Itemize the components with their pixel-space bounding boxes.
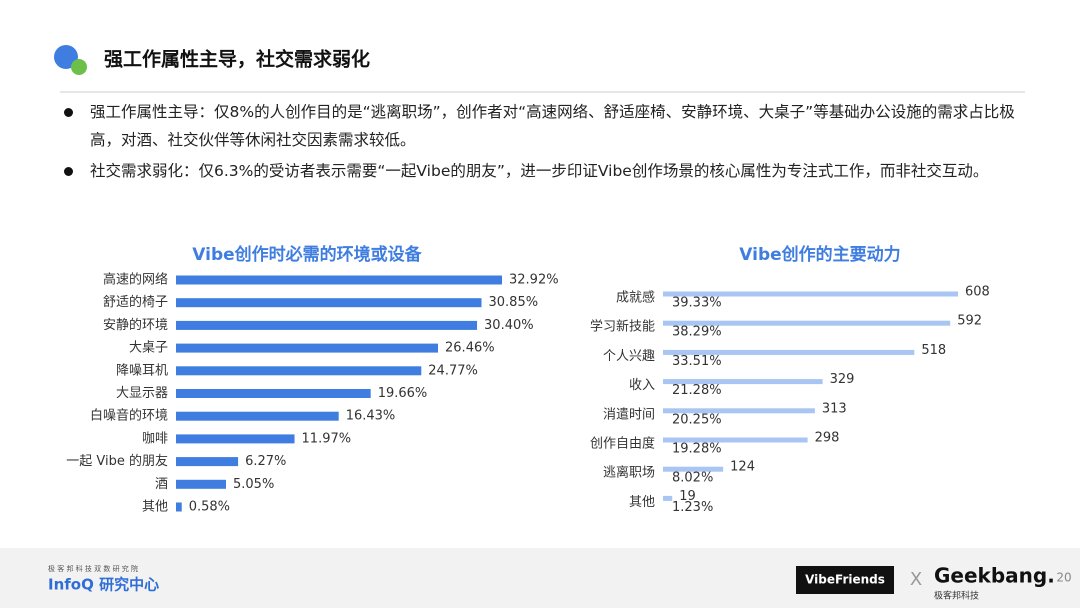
bar bbox=[176, 502, 182, 512]
value-label: 518 bbox=[921, 343, 946, 358]
chart-title: Vibe创作时必需的环境或设备 bbox=[192, 244, 422, 265]
bar bbox=[663, 291, 958, 297]
brand: Geekbang. bbox=[934, 564, 1055, 588]
y-tick-label: 大显示器 bbox=[116, 386, 168, 401]
bar bbox=[176, 343, 439, 353]
y-tick-label: 个人兴趣 bbox=[603, 349, 655, 364]
footer-org: InfoQ 研究中心 bbox=[48, 576, 159, 594]
bullet: 社交需求弱化：仅6.3%的受访者表示需要“一起Vibe的朋友”，进一步印证Vib… bbox=[90, 162, 989, 180]
bar bbox=[176, 366, 422, 376]
value-label: 592 bbox=[957, 314, 982, 329]
percent-label: 38.29% bbox=[672, 325, 722, 340]
slide-title: 强工作属性主导，社交需求弱化 bbox=[104, 48, 370, 71]
bar bbox=[663, 408, 815, 414]
bar bbox=[663, 466, 724, 472]
bar bbox=[663, 320, 951, 326]
brand-sub: 极客邦科技 bbox=[934, 590, 979, 602]
bar bbox=[663, 349, 915, 355]
value-label: 30.40% bbox=[484, 318, 534, 333]
y-tick-label: 酒 bbox=[155, 477, 168, 492]
value-label: 608 bbox=[965, 285, 990, 300]
value-label: 32.92% bbox=[509, 273, 559, 288]
bar bbox=[176, 320, 478, 330]
bar bbox=[663, 437, 808, 443]
value-label: 11.97% bbox=[302, 431, 352, 446]
chart-title: Vibe创作的主要动力 bbox=[739, 244, 900, 265]
bar bbox=[176, 411, 339, 421]
value-label: 5.05% bbox=[233, 477, 274, 492]
footer-x: X bbox=[910, 569, 922, 590]
value-label: 0.58% bbox=[189, 500, 230, 515]
y-tick-label: 舒适的椅子 bbox=[103, 294, 168, 310]
y-tick-label: 学习新技能 bbox=[590, 319, 655, 335]
percent-label: 21.28% bbox=[672, 383, 722, 398]
value-label: 313 bbox=[822, 401, 847, 416]
percent-label: 19.28% bbox=[672, 442, 722, 457]
y-tick-label: 大桌子 bbox=[129, 341, 168, 356]
y-tick-label: 高速的网络 bbox=[103, 272, 168, 288]
value-label: 24.77% bbox=[428, 363, 478, 378]
y-tick-label: 逃离职场 bbox=[603, 465, 655, 481]
percent-label: 39.33% bbox=[672, 296, 722, 311]
y-tick-label: 其他 bbox=[142, 500, 168, 515]
y-tick-label: 成就感 bbox=[616, 290, 655, 306]
y-tick-label: 安静的环境 bbox=[103, 317, 168, 333]
percent-label: 1.23% bbox=[672, 500, 713, 515]
value-label: 16.43% bbox=[346, 409, 396, 424]
value-label: 329 bbox=[830, 372, 855, 387]
value-label: 30.85% bbox=[489, 295, 539, 310]
y-tick-label: 消遣时间 bbox=[603, 407, 655, 422]
bar bbox=[176, 479, 227, 489]
bullet-dot bbox=[64, 108, 73, 117]
value-label: 298 bbox=[815, 431, 840, 446]
bar bbox=[176, 457, 239, 467]
y-tick-label: 白噪音的环境 bbox=[90, 408, 168, 424]
partner-box bbox=[796, 566, 894, 594]
value-label: 26.46% bbox=[445, 341, 495, 356]
bullet-dot bbox=[64, 167, 73, 176]
bar bbox=[663, 379, 823, 385]
icon-circle bbox=[71, 59, 87, 75]
bar bbox=[176, 275, 502, 285]
y-tick-label: 一起 Vibe 的朋友 bbox=[66, 453, 168, 469]
value-label: 124 bbox=[730, 460, 755, 475]
value-label: 6.27% bbox=[245, 454, 286, 469]
percent-label: 20.25% bbox=[672, 412, 722, 427]
bar bbox=[176, 389, 371, 398]
y-tick-label: 降噪耳机 bbox=[116, 363, 168, 378]
percent-label: 8.02% bbox=[672, 471, 713, 486]
page-number: 20 bbox=[1056, 571, 1071, 585]
percent-label: 33.51% bbox=[672, 354, 722, 369]
value-label: 19 bbox=[679, 489, 696, 504]
y-tick-label: 咖啡 bbox=[142, 431, 168, 446]
footer-org-small: 极 客 邦 科 技 双 数 研 究 院 bbox=[48, 564, 138, 573]
value-label: 19.66% bbox=[378, 386, 428, 401]
y-tick-label: 收入 bbox=[629, 378, 655, 393]
icon-circle bbox=[54, 45, 78, 69]
bar bbox=[176, 434, 295, 444]
bar bbox=[663, 495, 673, 501]
bullet: 强工作属性主导：仅8%的人创作目的是“逃离职场”，创作者对“高速网络、舒适座椅、… bbox=[90, 103, 1015, 149]
bar bbox=[176, 298, 482, 308]
footer-band bbox=[0, 548, 1080, 608]
partner: VibeFriends bbox=[805, 573, 885, 587]
y-tick-label: 创作自由度 bbox=[590, 436, 655, 452]
y-tick-label: 其他 bbox=[629, 495, 655, 510]
